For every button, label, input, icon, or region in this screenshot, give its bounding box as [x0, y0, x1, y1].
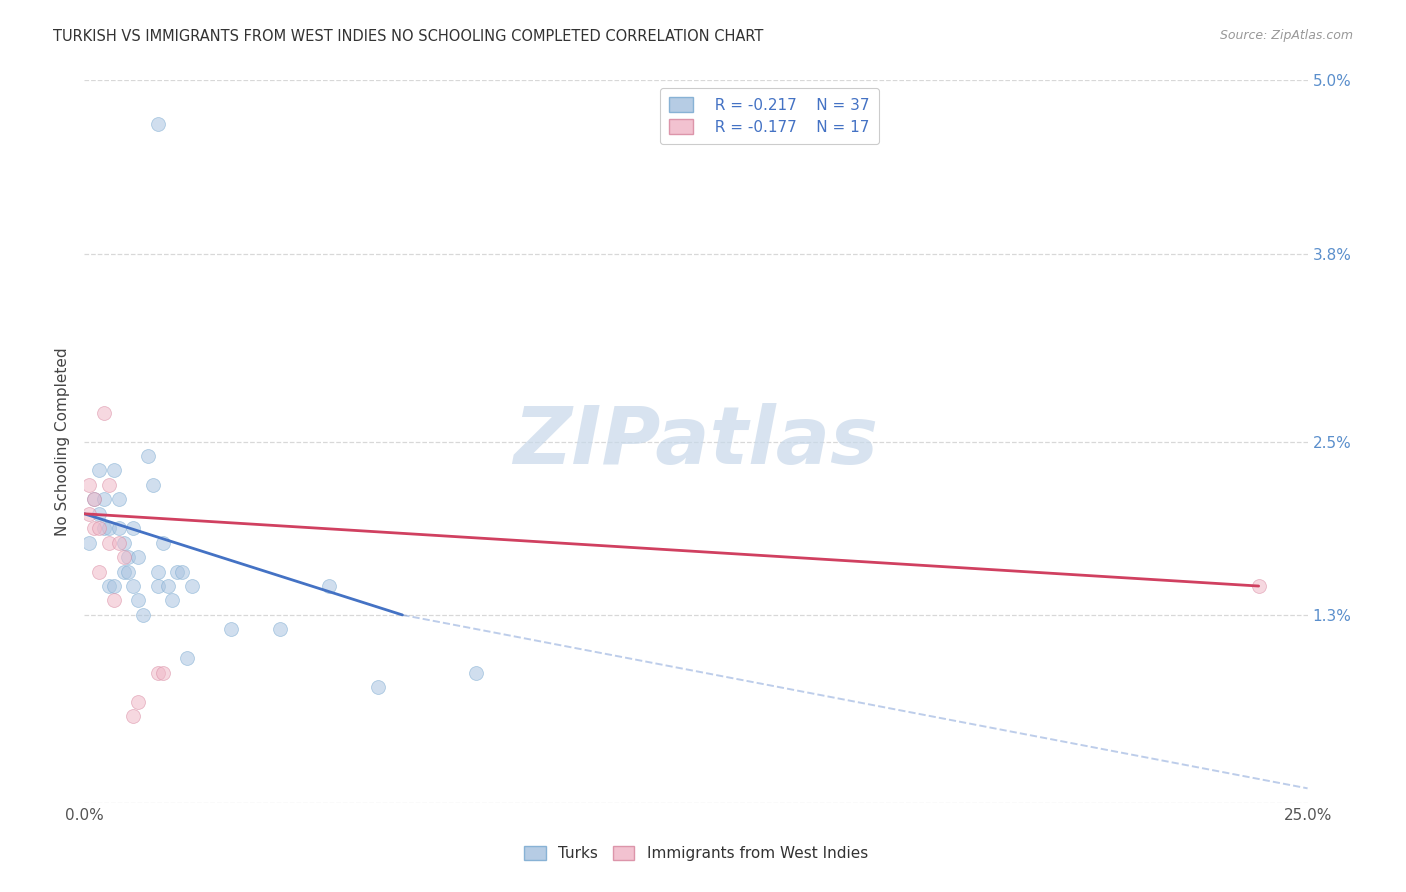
- Y-axis label: No Schooling Completed: No Schooling Completed: [55, 347, 70, 536]
- Point: [97, 521, 120, 535]
- Point: [117, 565, 139, 579]
- Text: TURKISH VS IMMIGRANTS FROM WEST INDIES NO SCHOOLING COMPLETED CORRELATION CHART: TURKISH VS IMMIGRANTS FROM WEST INDIES N…: [53, 29, 763, 44]
- Point: [93, 492, 115, 507]
- Point: [112, 535, 135, 549]
- Point: [172, 565, 194, 579]
- Point: [152, 535, 174, 549]
- Point: [77, 535, 100, 549]
- Point: [83, 521, 105, 535]
- Point: [103, 463, 125, 477]
- Point: [146, 665, 169, 680]
- Point: [176, 651, 198, 665]
- Point: [122, 521, 145, 535]
- Point: [318, 579, 340, 593]
- Point: [136, 449, 159, 463]
- Point: [1247, 579, 1270, 593]
- Text: ZIPatlas: ZIPatlas: [513, 402, 879, 481]
- Point: [87, 507, 110, 521]
- Point: [122, 709, 145, 723]
- Point: [107, 492, 129, 507]
- Point: [146, 579, 169, 593]
- Point: [107, 521, 129, 535]
- Point: [146, 565, 169, 579]
- Point: [97, 478, 120, 492]
- Point: [112, 550, 135, 565]
- Point: [146, 117, 169, 131]
- Point: [97, 579, 120, 593]
- Point: [219, 623, 242, 637]
- Point: [367, 680, 389, 694]
- Point: [152, 665, 174, 680]
- Point: [87, 565, 110, 579]
- Point: [77, 507, 100, 521]
- Point: [464, 665, 486, 680]
- Point: [87, 521, 110, 535]
- Legend:   R = -0.217    N = 37,   R = -0.177    N = 17: R = -0.217 N = 37, R = -0.177 N = 17: [659, 88, 879, 145]
- Point: [93, 521, 115, 535]
- Point: [166, 565, 188, 579]
- Point: [122, 579, 145, 593]
- Point: [97, 535, 120, 549]
- Point: [103, 593, 125, 607]
- Point: [127, 550, 149, 565]
- Point: [181, 579, 204, 593]
- Point: [269, 623, 291, 637]
- Point: [156, 579, 179, 593]
- Point: [87, 463, 110, 477]
- Point: [132, 607, 155, 622]
- Point: [77, 478, 100, 492]
- Point: [83, 492, 105, 507]
- Point: [103, 579, 125, 593]
- Point: [142, 478, 165, 492]
- Point: [127, 695, 149, 709]
- Text: Source: ZipAtlas.com: Source: ZipAtlas.com: [1219, 29, 1353, 42]
- Point: [117, 550, 139, 565]
- Point: [162, 593, 184, 607]
- Point: [107, 535, 129, 549]
- Point: [112, 565, 135, 579]
- Point: [127, 593, 149, 607]
- Point: [83, 492, 105, 507]
- Point: [93, 406, 115, 420]
